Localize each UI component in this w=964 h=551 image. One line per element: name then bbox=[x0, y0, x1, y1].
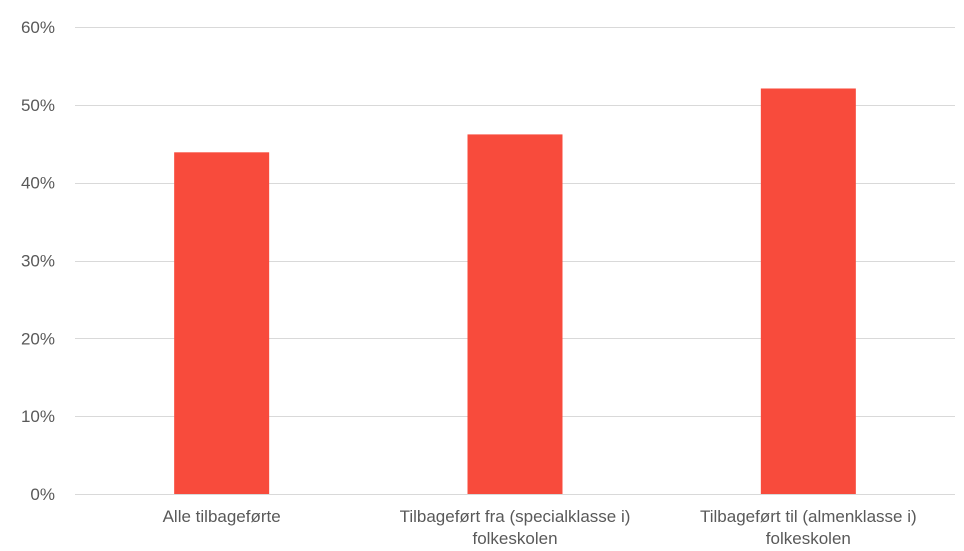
y-tick-label: 60% bbox=[21, 18, 55, 37]
x-tick-label: Tilbageført fra (specialklasse i) folkesk… bbox=[400, 507, 631, 548]
x-axis-tick-labels: Alle tilbageførte Tilbageført fra (specia… bbox=[163, 507, 917, 548]
y-axis-tick-labels: 0% 10% 20% 30% 40% 50% 60% bbox=[21, 18, 55, 504]
bars bbox=[174, 88, 856, 495]
bar bbox=[467, 134, 563, 494]
y-tick-label: 10% bbox=[21, 407, 55, 426]
y-tick-label: 50% bbox=[21, 96, 55, 115]
bar bbox=[760, 88, 856, 494]
x-tick-label: Tilbageført til (almenklasse i) folkeskol… bbox=[700, 507, 917, 548]
bar bbox=[174, 152, 270, 495]
y-tick-label: 0% bbox=[30, 485, 55, 504]
y-tick-label: 20% bbox=[21, 329, 55, 348]
y-tick-label: 30% bbox=[21, 252, 55, 271]
y-tick-label: 40% bbox=[21, 174, 55, 193]
x-tick-label: Alle tilbageførte bbox=[163, 507, 281, 526]
